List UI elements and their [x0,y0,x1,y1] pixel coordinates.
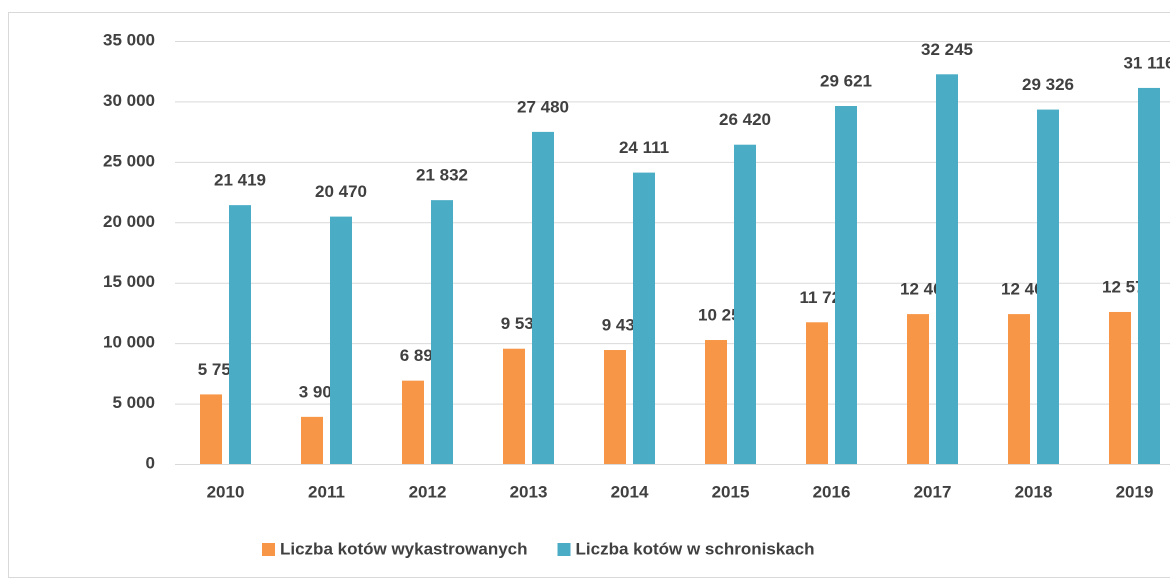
x-tick-label: 2018 [1015,482,1053,501]
y-tick-label: 20 000 [103,212,155,231]
bar [705,340,727,464]
value-label: 31 116 [1123,53,1170,72]
y-tick-label: 5 000 [112,393,155,412]
bar [301,416,323,464]
bar [835,106,857,464]
legend-label: Liczba kotów w schroniskach [576,539,815,558]
bar [604,350,626,464]
legend-swatch [557,543,571,556]
bar [734,144,756,464]
bar [907,314,929,464]
legend-label: Liczba kotów wykastrowanych [280,539,528,558]
legend-swatch [262,543,275,556]
y-tick-label: 25 000 [103,151,155,170]
bar [1138,87,1160,464]
x-tick-label: 2011 [308,482,345,501]
value-label: 24 111 [619,138,669,157]
bar [633,172,655,464]
y-tick-label: 35 000 [103,30,155,49]
bar [1037,109,1059,464]
x-tick-label: 2016 [813,482,851,501]
bar [503,348,525,464]
x-tick-label: 2013 [510,482,548,501]
x-tick-label: 2017 [914,482,952,501]
bar [229,205,251,464]
y-tick-label: 0 [146,453,155,472]
bar [936,74,958,464]
x-tick-label: 2012 [409,482,447,501]
bar [1008,314,1030,464]
bar [431,200,453,464]
bar [806,322,828,464]
bar [200,394,222,464]
y-tick-label: 30 000 [103,91,155,110]
y-tick-label: 10 000 [103,333,155,352]
x-tick-label: 2010 [207,482,245,501]
bar [402,380,424,464]
bar [1109,311,1131,464]
x-tick-label: 2014 [611,482,649,501]
value-label: 21 832 [416,166,468,185]
x-tick-label: 2019 [1116,482,1154,501]
bar [330,216,352,464]
value-label: 32 245 [921,40,973,59]
value-label: 29 326 [1022,75,1074,94]
y-tick-label: 15 000 [103,272,155,291]
bar [532,131,554,464]
x-tick-label: 2015 [712,482,750,501]
value-label: 20 470 [315,182,367,201]
value-label: 29 621 [820,71,872,90]
value-label: 21 419 [214,171,266,190]
chart-frame [8,12,1170,578]
value-label: 27 480 [517,97,569,116]
value-label: 26 420 [719,110,771,129]
